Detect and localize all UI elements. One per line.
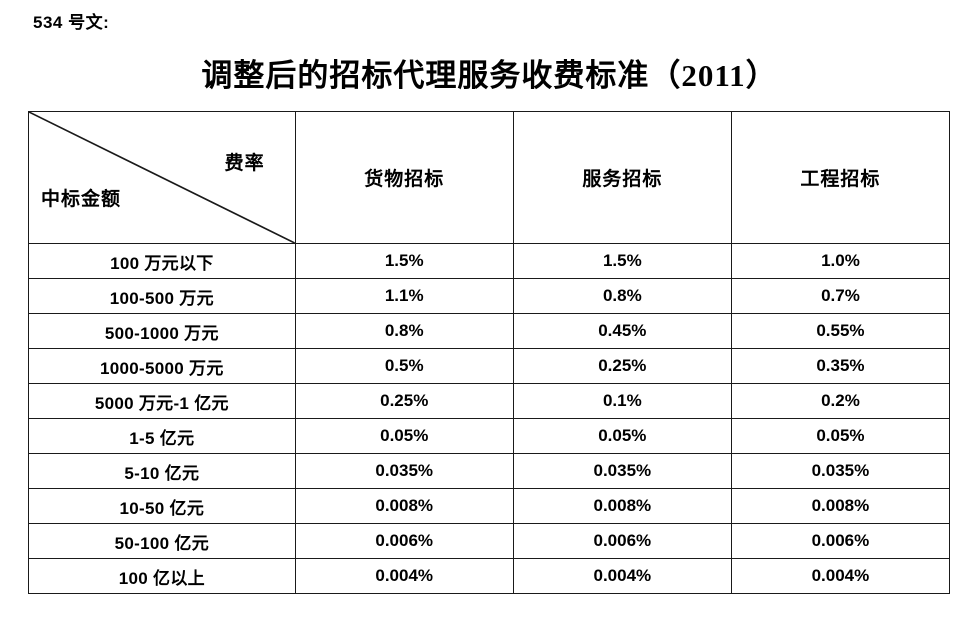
rate-cell: 0.008% — [294, 488, 514, 524]
rate-cell: 0.035% — [730, 453, 951, 489]
rate-cell: 1.0% — [730, 243, 951, 279]
table-row: 100-500 万元 1.1% 0.8% 0.7% — [28, 278, 951, 314]
rate-cell: 0.05% — [512, 418, 732, 454]
row-label: 5-10 亿元 — [28, 453, 296, 489]
rate-cell: 0.006% — [512, 523, 732, 559]
row-label: 10-50 亿元 — [28, 488, 296, 524]
row-label: 50-100 亿元 — [28, 523, 296, 559]
table-row: 1000-5000 万元 0.5% 0.25% 0.35% — [28, 348, 951, 384]
column-header-engineering: 工程招标 — [730, 111, 951, 244]
table-row: 5-10 亿元 0.035% 0.035% 0.035% — [28, 453, 951, 489]
row-label: 100-500 万元 — [28, 278, 296, 314]
row-label: 1000-5000 万元 — [28, 348, 296, 384]
row-label: 500-1000 万元 — [28, 313, 296, 349]
table-row: 50-100 亿元 0.006% 0.006% 0.006% — [28, 523, 951, 559]
header-row: 费率 中标金额 货物招标 服务招标 工程招标 — [28, 111, 951, 244]
table-row: 5000 万元-1 亿元 0.25% 0.1% 0.2% — [28, 383, 951, 419]
table-row: 100 万元以下 1.5% 1.5% 1.0% — [28, 243, 951, 279]
rate-cell: 0.05% — [294, 418, 514, 454]
rate-cell: 0.35% — [730, 348, 951, 384]
rate-cell: 0.8% — [512, 278, 732, 314]
fee-standard-table: 费率 中标金额 货物招标 服务招标 工程招标 100 万元以下 1.5% 1.5… — [28, 111, 951, 594]
doc-reference: 534 号文: — [33, 13, 110, 32]
rate-cell: 0.8% — [294, 313, 514, 349]
diagonal-line — [29, 112, 295, 243]
rate-cell: 0.004% — [512, 558, 732, 594]
rate-cell: 0.45% — [512, 313, 732, 349]
column-header-services: 服务招标 — [512, 111, 732, 244]
table-row: 500-1000 万元 0.8% 0.45% 0.55% — [28, 313, 951, 349]
diagonal-header-cell: 费率 中标金额 — [28, 111, 296, 244]
page-title: 调整后的招标代理服务收费标准（2011） — [201, 58, 778, 93]
rate-cell: 0.2% — [730, 383, 951, 419]
rate-cell: 0.008% — [512, 488, 732, 524]
row-label: 5000 万元-1 亿元 — [28, 383, 296, 419]
rate-cell: 1.1% — [294, 278, 514, 314]
rate-cell: 0.7% — [730, 278, 951, 314]
rate-cell: 0.035% — [294, 453, 514, 489]
table-row: 10-50 亿元 0.008% 0.008% 0.008% — [28, 488, 951, 524]
column-header-goods: 货物招标 — [294, 111, 514, 244]
rate-cell: 0.55% — [730, 313, 951, 349]
rate-cell: 0.25% — [512, 348, 732, 384]
rate-cell: 0.5% — [294, 348, 514, 384]
corner-label-rate: 费率 — [224, 153, 265, 174]
rate-cell: 0.008% — [730, 488, 951, 524]
rate-cell: 0.004% — [730, 558, 951, 594]
row-label: 100 亿以上 — [28, 558, 296, 594]
rate-cell: 0.25% — [294, 383, 514, 419]
corner-label-amount: 中标金额 — [41, 189, 122, 210]
row-label: 100 万元以下 — [28, 243, 296, 279]
rate-cell: 0.006% — [294, 523, 514, 559]
rate-cell: 0.1% — [512, 383, 732, 419]
table-row: 1-5 亿元 0.05% 0.05% 0.05% — [28, 418, 951, 454]
rate-cell: 1.5% — [294, 243, 514, 279]
rate-cell: 0.004% — [294, 558, 514, 594]
rate-cell: 0.05% — [730, 418, 951, 454]
row-label: 1-5 亿元 — [28, 418, 296, 454]
table-row: 100 亿以上 0.004% 0.004% 0.004% — [28, 558, 951, 594]
rate-cell: 1.5% — [512, 243, 732, 279]
rate-cell: 0.006% — [730, 523, 951, 559]
rate-cell: 0.035% — [512, 453, 732, 489]
